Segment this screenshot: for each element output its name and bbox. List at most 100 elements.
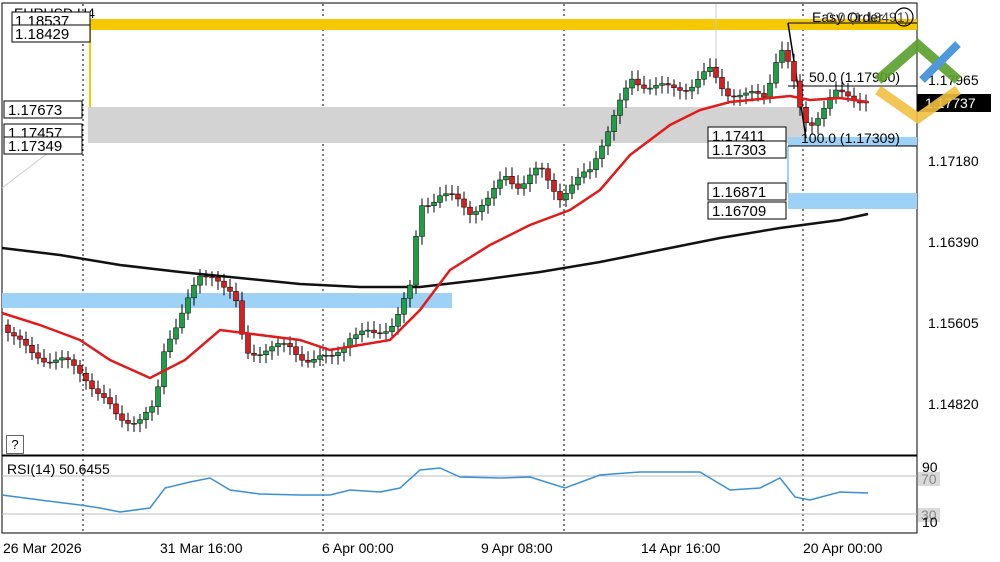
price-tick-2: 1.17180 bbox=[928, 153, 979, 169]
candle-body bbox=[395, 314, 401, 327]
candle-body bbox=[821, 108, 827, 119]
candle-body bbox=[659, 83, 665, 86]
fib-100-label: 100.0 (1.17309) bbox=[801, 130, 900, 146]
candle-body bbox=[5, 324, 11, 333]
candle-body bbox=[323, 355, 329, 357]
candle-body bbox=[635, 78, 641, 86]
time-label-3: 6 Apr 00:00 bbox=[322, 540, 394, 556]
candle-body bbox=[413, 236, 419, 286]
candle-body bbox=[419, 205, 425, 237]
candle-body bbox=[629, 78, 635, 89]
candle-body bbox=[317, 355, 323, 360]
candle-body bbox=[137, 419, 143, 424]
candle-body bbox=[737, 94, 743, 98]
candle-body bbox=[773, 62, 779, 84]
candle-body bbox=[83, 373, 89, 382]
fib-levels[interactable] bbox=[787, 22, 917, 147]
candle-body bbox=[551, 179, 557, 192]
candle-body bbox=[479, 205, 485, 212]
rsi-30-badge bbox=[918, 508, 940, 522]
candle-body bbox=[77, 365, 83, 374]
order-zone-lower[interactable] bbox=[788, 193, 917, 209]
candle-body bbox=[35, 352, 41, 359]
candle-body bbox=[197, 275, 203, 286]
candle-body bbox=[653, 85, 659, 89]
trend-line-faint bbox=[1, 152, 49, 189]
candle-body bbox=[233, 291, 239, 302]
candle-body bbox=[809, 122, 815, 126]
candle-body bbox=[545, 168, 551, 181]
candle-body bbox=[797, 80, 803, 108]
candle-body bbox=[371, 329, 377, 334]
candle-body bbox=[269, 346, 275, 352]
support-zone-gray[interactable] bbox=[88, 107, 805, 143]
help-button[interactable]: ? bbox=[6, 435, 24, 454]
candle-body bbox=[329, 355, 335, 357]
price-tick-4: 1.15605 bbox=[928, 315, 979, 331]
candle-body bbox=[641, 84, 647, 89]
order-zone-upper[interactable] bbox=[788, 137, 917, 146]
period-separators bbox=[82, 4, 804, 532]
candle-body bbox=[581, 171, 587, 178]
candle-body bbox=[53, 359, 59, 363]
time-label-2: 31 Mar 16:00 bbox=[160, 540, 243, 556]
candle-body bbox=[533, 167, 539, 176]
level-order-upper-b: 1.17303 bbox=[712, 142, 766, 159]
candle-body bbox=[359, 330, 365, 336]
level-order-lower-a: 1.16871 bbox=[712, 184, 766, 201]
easy-order-label[interactable]: Easy Order bbox=[812, 9, 883, 25]
rsi-level-70: 70 bbox=[921, 471, 937, 487]
candle-body bbox=[377, 332, 383, 335]
candle-body bbox=[623, 87, 629, 101]
candle-body bbox=[209, 276, 215, 278]
candle-body bbox=[113, 403, 119, 415]
candle-body bbox=[251, 352, 257, 356]
rsi-line bbox=[1, 467, 869, 513]
candle-body bbox=[461, 198, 467, 208]
candle-body bbox=[299, 354, 305, 361]
level-zone-bottom: 1.17349 bbox=[8, 138, 62, 155]
candle-body bbox=[401, 298, 407, 315]
candle-body bbox=[119, 413, 125, 421]
moving-average-slow-path bbox=[1, 212, 869, 289]
candle-body bbox=[143, 411, 149, 420]
level-order-lower-b: 1.16709 bbox=[712, 203, 766, 220]
candle-body bbox=[491, 188, 497, 199]
candle-body bbox=[11, 332, 17, 337]
candle-body bbox=[563, 192, 569, 201]
candle-body bbox=[239, 300, 245, 335]
gear-icon[interactable] bbox=[894, 7, 914, 27]
candle-body bbox=[833, 89, 839, 98]
time-label-4: 9 Apr 08:00 bbox=[481, 540, 553, 556]
candle-body bbox=[131, 422, 137, 425]
candle-body bbox=[557, 191, 563, 201]
candle-body bbox=[191, 284, 197, 299]
candle-body bbox=[245, 333, 251, 354]
candle-body bbox=[845, 91, 851, 97]
candle-body bbox=[257, 354, 263, 356]
candlesticks bbox=[5, 41, 869, 433]
candle-body bbox=[305, 359, 311, 363]
rsi-title: RSI(14) 50.6455 bbox=[7, 461, 110, 477]
candle-body bbox=[761, 93, 767, 98]
candle-body bbox=[749, 91, 755, 94]
candle-body bbox=[167, 338, 173, 353]
resistance-zone-yellow[interactable] bbox=[90, 19, 917, 30]
candle-body bbox=[767, 82, 773, 98]
demand-zone-blue[interactable] bbox=[2, 293, 452, 308]
candle-body bbox=[263, 350, 269, 355]
candle-body bbox=[293, 346, 299, 355]
candle-body bbox=[425, 205, 431, 207]
candle-body bbox=[695, 78, 701, 88]
candle-body bbox=[311, 359, 317, 363]
candle-body bbox=[71, 359, 77, 366]
candle-body bbox=[485, 197, 491, 206]
candle-body bbox=[515, 183, 521, 189]
candle-body bbox=[23, 338, 29, 346]
time-label-5: 14 Apr 16:00 bbox=[641, 540, 721, 556]
candle-body bbox=[743, 92, 749, 96]
candle-body bbox=[215, 277, 221, 282]
candle-body bbox=[755, 91, 761, 94]
candle-body bbox=[383, 331, 389, 334]
